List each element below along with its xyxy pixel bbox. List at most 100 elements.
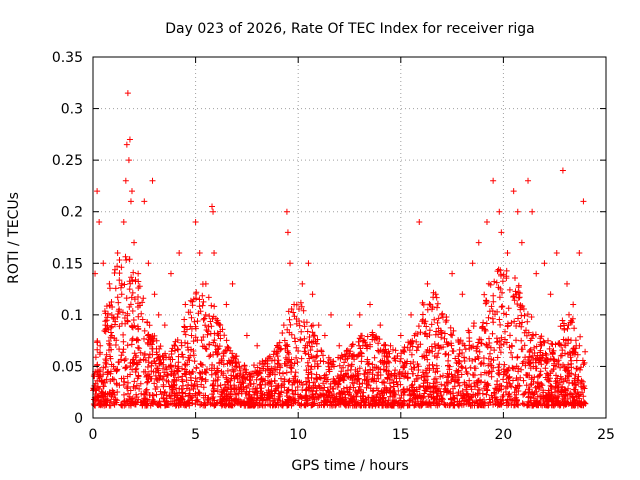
data-point [469,260,476,267]
data-point [96,219,103,226]
y-tick-label: 0.1 [61,308,83,324]
data-point [106,280,113,287]
data-point [243,332,250,339]
axis-ticks-layer: 0 5 10 15 20 25 0 0.05 0.1 0.15 0.2 0.25 0.3 0.35 [52,50,615,443]
data-point [127,198,134,205]
data-point [114,249,121,256]
data-point [475,239,482,246]
data-point [387,342,394,349]
data-point [483,219,490,226]
plot-frame [92,56,607,419]
data-point [424,280,431,287]
data-point [167,270,174,277]
data-point [514,208,521,215]
x-tick-label: 0 [89,427,98,443]
data-point [254,342,261,349]
data-point [145,260,152,267]
data-point [123,141,130,148]
data-point [321,332,328,339]
data-point [438,311,445,318]
x-tick-label: 5 [191,427,200,443]
data-point [305,260,312,267]
data-point [408,311,415,318]
data-point [315,322,322,329]
data-point [229,280,236,287]
noise-points [90,253,589,409]
data-point [397,332,404,339]
data-point [490,177,497,184]
data-point [510,188,517,195]
data-point [547,291,554,298]
data-point [125,157,132,164]
data-point [196,249,203,256]
data-point [188,332,195,339]
y-tick-label: 0.35 [52,50,83,66]
data-point [161,322,168,329]
data-point [135,270,142,277]
data-point [131,239,138,246]
y-tick-label: 0.15 [52,256,83,272]
x-axis-label: GPS time / hours [291,458,408,474]
data-point [149,177,156,184]
data-point [274,353,281,360]
x-tick-label: 15 [392,427,410,443]
data-point [264,363,271,370]
data-point [377,322,384,329]
data-point [217,322,224,329]
data-point [576,249,583,256]
data-point [559,167,566,174]
data-point [299,280,306,287]
data-point [110,363,117,370]
data-point [564,280,571,287]
data-point [155,311,162,318]
data-point [459,291,466,298]
data-point [126,136,133,143]
data-point [518,239,525,246]
data-point [336,342,343,349]
data-point [192,219,199,226]
data-point [553,249,560,256]
data-point [202,280,209,287]
data-point [283,208,290,215]
data-point [94,188,101,195]
data-point [416,219,423,226]
x-tick-label: 25 [597,427,615,443]
data-point [176,249,183,256]
data-point [498,229,505,236]
data-point [356,311,363,318]
data-points-layer [90,90,589,409]
data-point [100,260,107,267]
grid-layer [93,57,606,418]
data-point [211,249,218,256]
data-point [496,208,503,215]
data-point [102,322,109,329]
y-axis-label: ROTI / TECUs [6,192,22,284]
data-point [529,208,536,215]
data-point [291,301,298,308]
data-point [309,291,316,298]
data-point [284,229,291,236]
data-point [233,353,240,360]
data-point [223,301,230,308]
data-point [504,249,511,256]
data-point [124,90,131,97]
data-point [286,260,293,267]
data-point [128,188,135,195]
data-point [570,301,577,308]
y-tick-label: 0.3 [61,102,83,118]
data-point [580,198,587,205]
data-point [120,219,127,226]
data-point [122,177,129,184]
y-tick-label: 0.05 [52,359,83,375]
data-point [280,322,287,329]
data-point [151,291,158,298]
data-point [118,291,125,298]
data-point [541,260,548,267]
data-point [210,208,217,215]
data-point [346,322,353,329]
x-tick-label: 10 [289,427,307,443]
data-point [449,270,456,277]
data-point [432,291,439,298]
